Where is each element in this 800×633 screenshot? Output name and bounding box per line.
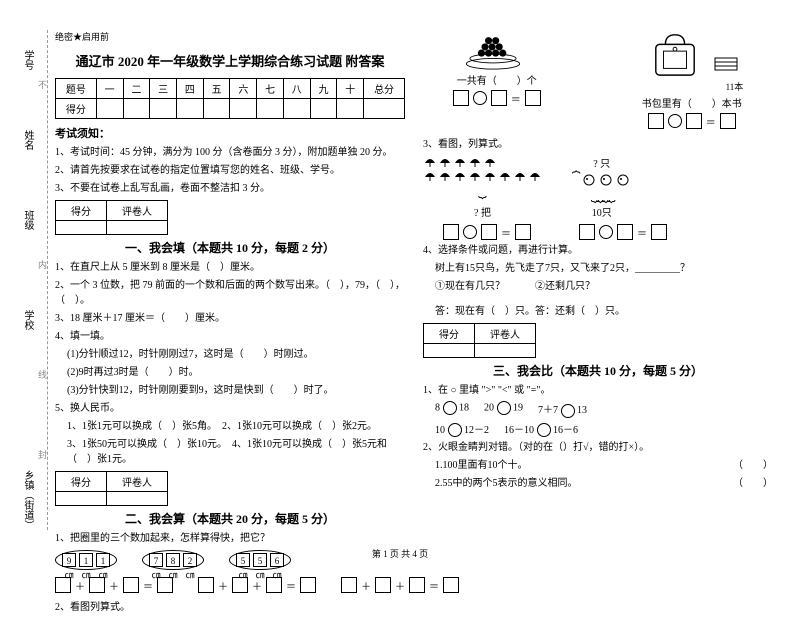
q1-4a: (1)分针顺过12，时针刚刚过7，这时是（ ）时刚过。 bbox=[55, 347, 405, 362]
q1-1: 1、在直尺上从 5 厘米到 8 厘米是（ ）厘米。 bbox=[55, 260, 405, 275]
binding-sidebar: 学号 姓名 班级 学校 乡镇（街道） 不 内 线 封 bbox=[8, 30, 48, 530]
q4: 4、选择条件或问题，再进行计算。 bbox=[423, 243, 773, 258]
ba-label: ? 把 bbox=[423, 204, 542, 219]
q2-2: 2、看图列算式。 bbox=[55, 600, 405, 615]
section-3-title: 三、我会比（本题共 10 分，每题 5 分） bbox=[423, 362, 773, 379]
q3: 3、看图，列算式。 bbox=[423, 137, 773, 152]
grade-box-2: 得分评卷人 bbox=[55, 471, 168, 506]
label-xingming: 姓名 bbox=[20, 130, 35, 150]
compare-row-2: 10 12－2 16－10 16－6 bbox=[423, 421, 773, 438]
q1-5b: 3、1张50元可以换成（ ）张10元。 4、1张10元可以换成（ ）张5元和（ … bbox=[55, 437, 405, 467]
q3-2b: 2.55中的两个5表示的意义相同。 bbox=[435, 476, 578, 491]
eq-group: ＋＋＝ ＋＋＝ ＋＋＝ bbox=[55, 574, 405, 596]
brace-umbrella: ⏟ bbox=[423, 184, 542, 200]
q1-5a: 1、1张1元可以换成（ ）张5角。 2、1张10元可以换成（ ）张2元。 bbox=[55, 419, 405, 434]
compare-row-1: 8 18 20 19 7＋7 13 bbox=[423, 401, 773, 418]
th-tihao: 题号 bbox=[56, 79, 97, 99]
chicks: ? 只 ⏞ ⏟⏟⏟⏟ 10只 bbox=[572, 155, 631, 219]
q1-2: 2、一个 3 位数，把 79 前面的一个数和后面的两个数写出来。（ ），79，（… bbox=[55, 278, 405, 308]
zhi-q: ? 只 bbox=[593, 155, 610, 170]
grade-box-3: 得分评卷人 bbox=[423, 323, 536, 358]
books-count: 11本 bbox=[640, 80, 743, 93]
umbrella-chick-group: ⏟ ? 把 ? 只 ⏞ ⏟⏟⏟⏟ 10只 bbox=[423, 155, 773, 221]
books-icon bbox=[713, 48, 743, 78]
instruction-3: 3、不要在试卷上乱写乱画，卷面不整洁扣 3 分。 bbox=[55, 181, 405, 196]
zhi-total: 10只 bbox=[592, 204, 612, 219]
exam-title: 通辽市 2020 年一年级数学上学期综合练习试题 附答案 bbox=[55, 51, 405, 70]
label-banji: 班级 bbox=[20, 210, 35, 230]
q1-3: 3、18 厘米＋17 厘米＝（ ）厘米。 bbox=[55, 311, 405, 326]
q2-1: 1、把圈里的三个数加起来，怎样算得快，把它？ bbox=[55, 531, 405, 546]
dash-hint: 内 bbox=[36, 260, 49, 277]
umbrellas: ⏟ ? 把 bbox=[423, 155, 542, 221]
label-xuehao: 学号 bbox=[20, 50, 35, 70]
page-content: 绝密★启用前 通辽市 2020 年一年级数学上学期综合练习试题 附答案 题号 一… bbox=[0, 0, 800, 633]
instruction-2: 2、请首先按要求在试卷的指定位置填写您的姓名、班级、学号。 bbox=[55, 163, 405, 178]
page-footer: 第 1 页 共 4 页 bbox=[0, 547, 800, 560]
q3-2a: 1.100里面有10个十。 bbox=[435, 458, 528, 473]
image-row: 一共有（ ）个 ＝ 11本 书包里有（ ）本书 ＝ bbox=[423, 30, 773, 132]
section-2-title: 二、我会算（本题共 20 分，每题 5 分） bbox=[55, 510, 405, 527]
instructions-head: 考试须知： bbox=[55, 125, 405, 141]
label-xuexiao: 学校 bbox=[20, 310, 35, 330]
q3-1: 1、在 ○ 里填 ">" "<" 或 "="。 bbox=[423, 383, 773, 398]
q3-2: 2、火眼金睛判对错。（对的在（）打√，错的打×）。 bbox=[423, 440, 773, 455]
left-column: 绝密★启用前 通辽市 2020 年一年级数学上学期综合练习试题 附答案 题号 一… bbox=[55, 30, 405, 618]
q4-text: 树上有15只鸟，先飞走了7只，又飞来了2只，_________？ bbox=[423, 261, 773, 276]
q4-answer: 答：现在有（ ）只。答：还剩（ ）只。 bbox=[423, 304, 773, 319]
dash-hint: 封 bbox=[36, 450, 49, 467]
instruction-1: 1、考试时间：45 分钟，满分为 100 分（含卷面分 3 分），附加题单独 2… bbox=[55, 145, 405, 160]
q1-4b: (2)9时再过3时是（ ）时。 bbox=[55, 365, 405, 380]
dash-hint: 线 bbox=[36, 370, 49, 387]
section-1-title: 一、我会填（本题共 10 分，每题 2 分） bbox=[55, 239, 405, 256]
q1-5: 5、换人民币。 bbox=[55, 401, 405, 416]
label-xiangzhen: 乡镇（街道） bbox=[20, 470, 35, 530]
dash-hint: 不 bbox=[36, 80, 49, 97]
right-column: 一共有（ ）个 ＝ 11本 书包里有（ ）本书 ＝ 3、看图，列算式。 ⏟ ? … bbox=[423, 30, 773, 618]
q1-4: 4、填一填。 bbox=[55, 329, 405, 344]
secret-label: 绝密★启用前 bbox=[55, 30, 405, 43]
q1-4c: (3)分针快到12，时针刚刚要到9，这时是快到（ ）时了。 bbox=[55, 383, 405, 398]
bag-caption: 书包里有（ ）本书 bbox=[640, 95, 743, 110]
plate-caption: 一共有（ ）个 bbox=[453, 72, 541, 87]
q4-options: ①现在有几只？ ②还剩几只？ bbox=[423, 279, 773, 294]
grade-box: 得分评卷人 bbox=[55, 200, 168, 235]
plate-figure: 一共有（ ）个 ＝ bbox=[453, 30, 541, 132]
bag-figure: 11本 书包里有（ ）本书 ＝ bbox=[640, 30, 743, 132]
score-table: 题号 一二 三四 五六 七八 九十 总分 得分 bbox=[55, 78, 405, 119]
